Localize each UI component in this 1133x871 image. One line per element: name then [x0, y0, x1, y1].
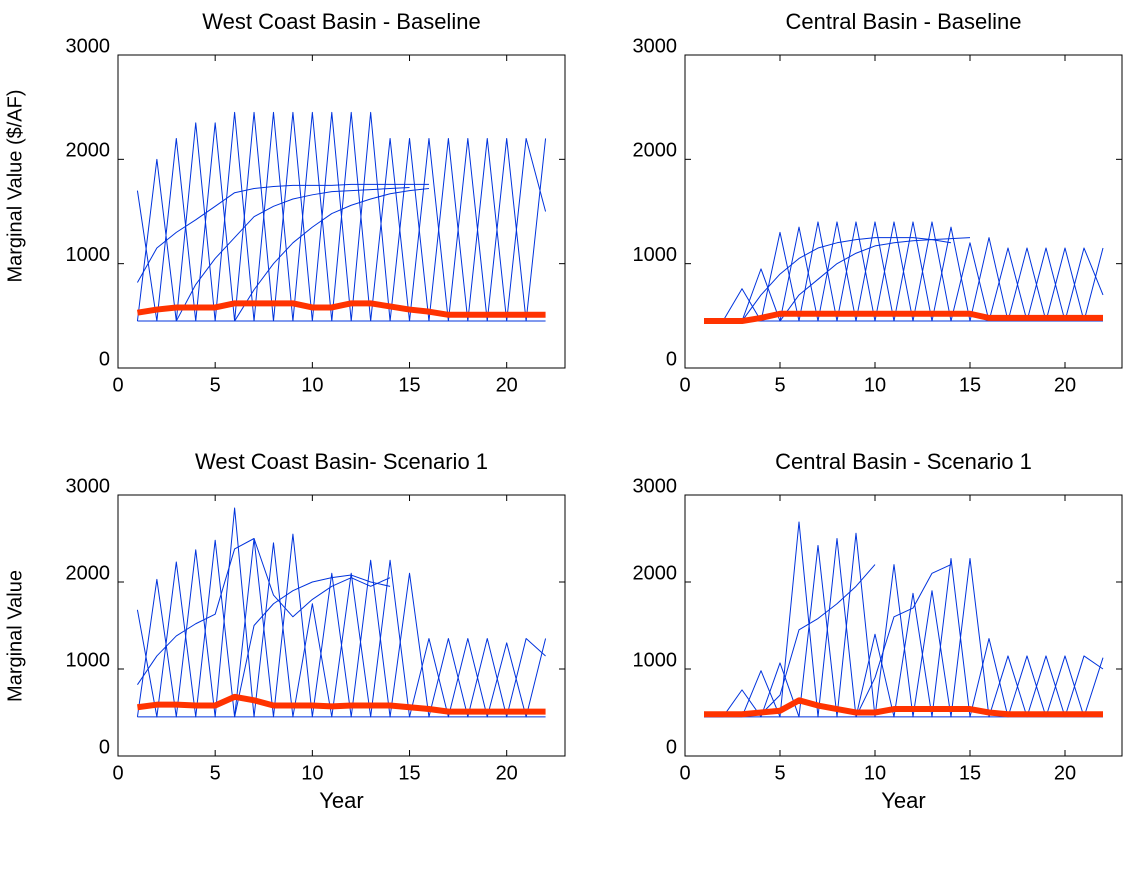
y-tick-label: 3000 — [633, 475, 678, 497]
x-tick-label: 5 — [210, 374, 221, 396]
x-tick-label: 15 — [398, 762, 420, 784]
series-line — [136, 183, 429, 283]
y-tick-label: 2000 — [633, 562, 678, 584]
x-tick-label: 5 — [774, 762, 785, 784]
series-line — [136, 300, 546, 318]
x-tick-label: 15 — [959, 762, 981, 784]
y-tick-label: 1000 — [66, 244, 111, 266]
x-tick-label: 10 — [864, 762, 886, 784]
y-tick-label: 3000 — [66, 475, 111, 497]
x-tick-label: 10 — [864, 374, 886, 396]
series-line — [741, 237, 952, 322]
series-line — [779, 237, 971, 322]
series-line — [137, 538, 391, 685]
y-tick-label: 0 — [99, 736, 110, 758]
series-line — [760, 564, 876, 715]
plot-frame — [117, 494, 566, 757]
series-line — [704, 221, 1104, 322]
x-axis-label: Year — [881, 788, 925, 813]
series-line — [704, 532, 1104, 718]
y-axis-label: Marginal Value ($/AF) — [4, 89, 26, 282]
y-axis-label: Marginal Value — [4, 570, 26, 702]
x-tick-label: 15 — [959, 374, 981, 396]
x-tick-label: 20 — [1054, 374, 1076, 396]
x-axis-label: Year — [319, 788, 363, 813]
y-tick-label: 2000 — [66, 140, 111, 162]
x-tick-label: 0 — [112, 762, 123, 784]
x-tick-label: 15 — [398, 374, 420, 396]
series-line — [136, 533, 546, 718]
plot-frame — [684, 494, 1123, 757]
x-tick-label: 10 — [301, 374, 323, 396]
series-line — [704, 310, 1103, 325]
x-tick-label: 20 — [496, 374, 518, 396]
y-tick-label: 2000 — [633, 140, 678, 162]
series-line — [704, 697, 1103, 718]
x-tick-label: 5 — [210, 762, 221, 784]
series-line — [175, 187, 410, 322]
y-tick-label: 3000 — [66, 35, 111, 57]
series-line — [704, 521, 1104, 718]
y-tick-label: 0 — [99, 348, 110, 370]
plot-frame — [684, 54, 1123, 369]
series-line — [136, 507, 547, 718]
y-tick-label: 3000 — [633, 35, 678, 57]
y-tick-label: 1000 — [66, 649, 111, 671]
y-tick-label: 0 — [666, 736, 677, 758]
x-tick-label: 0 — [679, 762, 690, 784]
series-line — [234, 574, 391, 717]
chart-title: Central Basin - Baseline — [785, 9, 1021, 34]
y-tick-label: 1000 — [633, 244, 678, 266]
x-tick-label: 0 — [112, 374, 123, 396]
series-line — [855, 564, 952, 718]
series-line — [137, 693, 546, 715]
y-tick-label: 0 — [666, 348, 677, 370]
y-tick-label: 1000 — [633, 649, 678, 671]
chart-title: Central Basin - Scenario 1 — [775, 449, 1032, 474]
plot-frame — [117, 54, 566, 369]
x-tick-label: 20 — [1054, 762, 1076, 784]
x-tick-label: 5 — [774, 374, 785, 396]
x-tick-label: 10 — [301, 762, 323, 784]
series-line — [234, 188, 430, 322]
x-tick-label: 0 — [679, 374, 690, 396]
y-tick-label: 2000 — [66, 562, 111, 584]
series-line — [136, 111, 547, 322]
chart-title: West Coast Basin - Baseline — [202, 9, 480, 34]
x-tick-label: 20 — [496, 762, 518, 784]
chart-title: West Coast Basin- Scenario 1 — [195, 449, 488, 474]
